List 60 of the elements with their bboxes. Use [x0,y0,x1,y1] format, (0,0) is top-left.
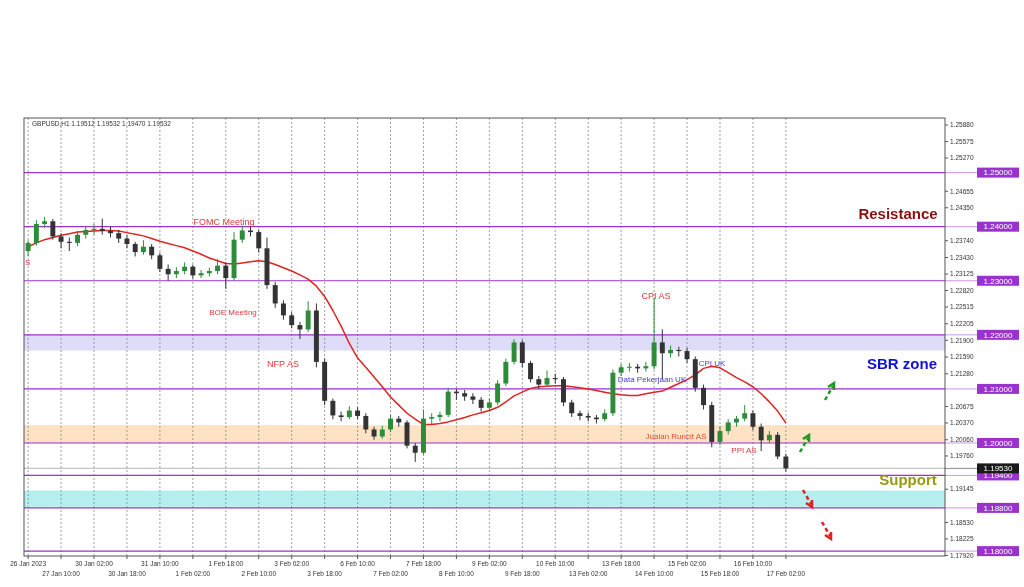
candlestick [495,379,501,406]
candlestick [371,426,377,441]
candlestick [651,297,657,370]
candlestick [272,281,278,309]
candlestick [223,261,229,290]
annotation: BOE Meeting [209,307,257,317]
ref-line-label: 1.22000 [983,330,1014,340]
candlestick [519,339,525,368]
annotation: Jualan Runcit AS [645,431,707,441]
ref-line-label: 1.18000 [983,546,1014,556]
ref-line-label: 1.23000 [983,276,1014,286]
ref-line-label: 1.18800 [983,503,1014,513]
candlestick [157,252,163,273]
candlestick [445,387,451,418]
annotation: PPI AS [731,445,757,455]
candlestick [561,376,566,407]
candlestick [58,232,64,249]
candlestick [33,219,39,247]
ref-line-label: 1.21000 [983,384,1014,394]
ref-line-label: 1.19400 [983,471,1014,481]
text: SBR zone [866,355,938,373]
ref-line-label: 1.20000 [983,438,1014,448]
candlestick [750,410,756,431]
candlestick [775,431,781,460]
ref-line-label: 1.19530 [983,464,1014,474]
candlestick [412,442,418,463]
candlestick [701,384,706,410]
candlestick [478,396,484,413]
candlestick [305,300,311,333]
annotation: FOMC Meeting [193,217,255,228]
candlestick [363,412,369,434]
candlestick [297,321,303,340]
candlestick [256,228,262,254]
candlestick [503,358,509,387]
annotation: Data Pekerjaan UK [617,374,687,384]
text: Resistance [858,205,938,223]
candlestick [684,347,690,364]
ref-line-label: 1.24000 [983,222,1014,232]
annotation: S [25,257,31,267]
candlestick [643,361,649,373]
ref-line-label: 1.25000 [983,168,1014,178]
annotation: CPI AS [641,291,671,302]
annotation: NFP AS [267,359,299,370]
candlestick [437,411,443,422]
candlestick [50,218,56,241]
candlestick [577,410,583,421]
candlestick [124,234,130,249]
candlestick [511,338,517,366]
candlestick [338,411,344,422]
candlestick [552,373,558,384]
candlestick [758,423,764,452]
candlestick [280,299,286,321]
candlestick [198,269,204,279]
candlestick [330,398,336,420]
candlestick [528,360,534,383]
annotation: CPI UK [698,358,726,368]
candlestick [470,392,476,405]
candlestick [165,264,171,282]
candlestick [25,239,31,257]
text: Support [879,471,937,489]
